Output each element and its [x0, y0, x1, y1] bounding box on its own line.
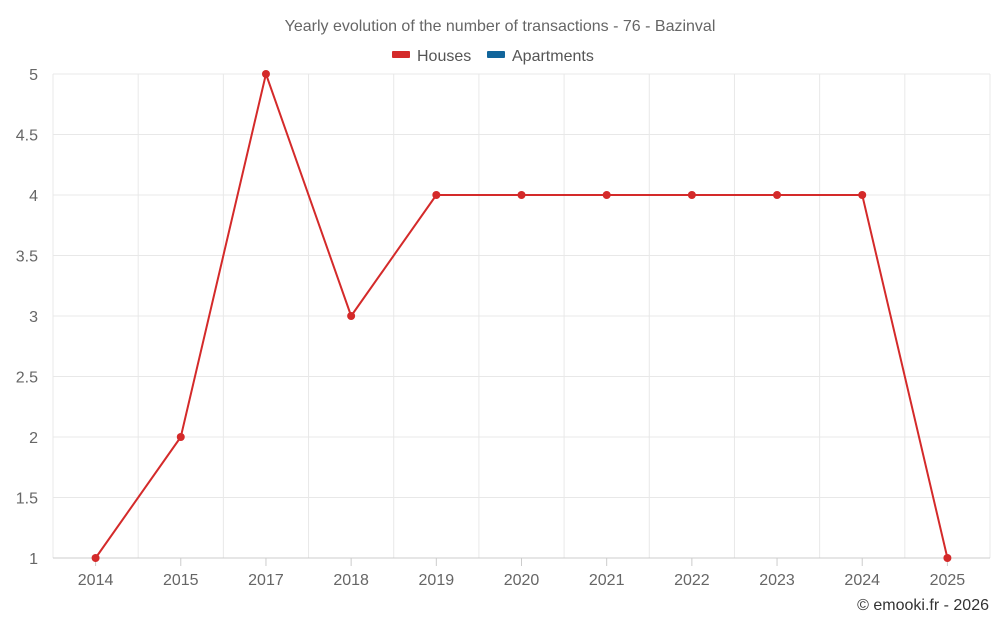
data-point-houses[interactable]	[773, 191, 782, 199]
x-tick-label: 2014	[78, 572, 114, 589]
x-tick-label: 2019	[419, 572, 455, 589]
y-tick-label: 1	[29, 551, 38, 568]
data-point-houses[interactable]	[261, 70, 270, 78]
series-points	[91, 70, 952, 562]
legend-item-houses[interactable]: Houses	[392, 48, 471, 65]
chart-title: Yearly evolution of the number of transa…	[285, 18, 716, 35]
y-tick-label: 3.5	[16, 249, 38, 266]
x-tick-label: 2020	[504, 572, 540, 589]
x-tick-label: 2021	[589, 572, 625, 589]
y-axis: 1 1.5 2 2.5 3 3.5 4 4.5 5	[16, 67, 38, 568]
x-tick-label: 2023	[759, 572, 795, 589]
y-gridlines	[53, 73, 990, 559]
y-tick-label: 2.5	[16, 370, 38, 387]
y-tick-label: 5	[29, 67, 38, 84]
x-tick-label: 2018	[333, 572, 369, 589]
legend-swatch-apartments	[487, 51, 505, 58]
y-tick-label: 3	[29, 309, 38, 326]
legend: Houses Apartments	[392, 48, 594, 65]
y-tick-label: 4	[29, 188, 38, 205]
x-axis: 2014 2015 2017 2018 2019 2020 2021 2022 2023 2024…	[53, 557, 990, 589]
x-tick-label: 2025	[930, 572, 966, 589]
data-point-houses[interactable]	[432, 191, 441, 199]
legend-swatch-houses	[392, 51, 410, 58]
x-tick-label: 2024	[844, 572, 880, 589]
credit-text: © emooki.fr - 2026	[857, 597, 989, 614]
x-tick-label: 2017	[248, 572, 284, 589]
legend-item-apartments[interactable]: Apartments	[487, 48, 594, 65]
data-point-houses[interactable]	[91, 554, 100, 562]
data-point-houses[interactable]	[858, 191, 867, 199]
data-point-houses[interactable]	[517, 191, 526, 199]
x-gridlines	[52, 74, 991, 558]
x-tick-label: 2022	[674, 572, 710, 589]
y-tick-label: 1.5	[16, 491, 38, 508]
y-tick-label: 2	[29, 430, 38, 447]
y-tick-label: 4.5	[16, 128, 38, 145]
data-point-houses[interactable]	[176, 433, 185, 441]
data-point-houses[interactable]	[347, 312, 356, 320]
x-tick-label: 2015	[163, 572, 199, 589]
data-point-houses[interactable]	[602, 191, 611, 199]
data-point-houses[interactable]	[687, 191, 696, 199]
legend-label-apartments: Apartments	[512, 48, 594, 65]
legend-label-houses: Houses	[417, 48, 471, 65]
data-point-houses[interactable]	[943, 554, 952, 562]
